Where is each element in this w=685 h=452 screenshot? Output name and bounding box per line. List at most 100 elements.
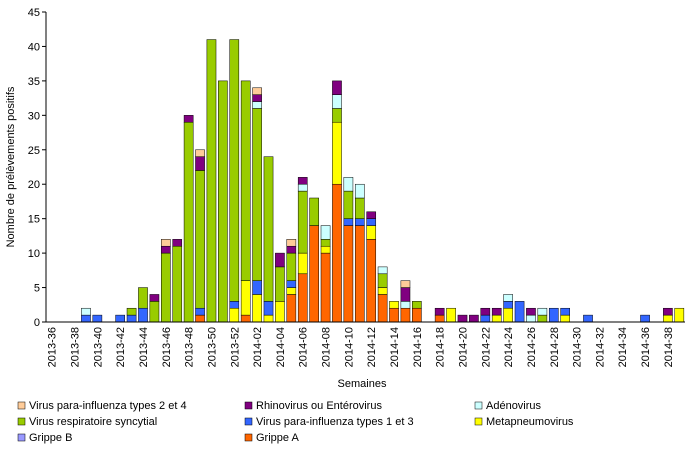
bar-segment [320, 245, 331, 254]
legend-swatch [244, 417, 253, 426]
bar-segment [320, 252, 331, 323]
bar-segment [126, 307, 137, 316]
legend-swatch [474, 401, 483, 410]
bar-segment [195, 170, 205, 309]
bar-segment [560, 307, 571, 316]
bar-segment [286, 252, 297, 281]
bar-segment [286, 239, 297, 247]
bar-segment [81, 314, 91, 323]
y-tick-label: 40 [28, 41, 40, 53]
x-tick-label: 2014-02 [252, 327, 264, 367]
bar-segment [537, 314, 548, 323]
bar-segment [446, 307, 456, 323]
bar-segment [252, 94, 262, 102]
bar-segment [366, 225, 377, 240]
bar-segment [252, 294, 262, 323]
bar-segment [343, 177, 354, 192]
bar-segment [560, 314, 571, 323]
bar-segment [138, 307, 148, 323]
bar-segment [275, 266, 285, 302]
x-tick-label: 2014-12 [366, 327, 378, 367]
bar-segment [332, 94, 342, 109]
x-tick-label: 2013-44 [138, 327, 150, 367]
bar-segment [434, 314, 445, 323]
bar-segment [275, 301, 285, 323]
x-tick-label: 2014-30 [572, 327, 584, 367]
x-tick-label: 2014-38 [663, 327, 675, 367]
bar-segment [252, 280, 262, 295]
legend-swatch [474, 417, 483, 426]
y-tick-label: 30 [28, 110, 40, 122]
bar-segment [195, 314, 205, 323]
bar-segment [434, 307, 445, 316]
bar-segment [309, 197, 319, 226]
x-tick-label: 2014-06 [298, 327, 310, 367]
x-tick-label: 2014-36 [640, 327, 652, 367]
x-tick-label: 2014-14 [389, 327, 401, 367]
bar-segment [183, 115, 194, 123]
bar-segment [126, 314, 137, 323]
bar-segment [400, 280, 411, 288]
bar-segment [332, 121, 342, 185]
x-tick-label: 2014-20 [457, 327, 469, 367]
bar-segment [297, 190, 308, 254]
bar-segment [503, 294, 513, 302]
x-tick-label: 2013-42 [115, 327, 127, 367]
bar-segment [297, 252, 308, 275]
bar-segment [354, 225, 365, 323]
bar-segment [263, 301, 274, 316]
bar-segment [297, 177, 308, 185]
bar-segment [583, 314, 593, 323]
bar-segment [366, 211, 377, 219]
bar-segment [115, 314, 125, 323]
y-tick-label: 0 [34, 317, 40, 329]
legend-swatch [17, 433, 26, 442]
bar-segment [480, 307, 491, 316]
legend-label: Rhinovirus ou Entérovirus [256, 400, 382, 412]
bar-segment [240, 80, 251, 281]
x-tick-label: 2014-32 [594, 327, 606, 367]
bar-segment [491, 307, 502, 316]
x-tick-label: 2014-26 [526, 327, 538, 367]
bar-segment [377, 273, 388, 288]
bar-segment [332, 80, 342, 95]
x-axis-title: Semaines [338, 378, 387, 390]
bar-segment [218, 80, 228, 323]
x-tick-label: 2014-16 [412, 327, 424, 367]
y-tick-label: 5 [34, 283, 40, 295]
bar-segment [138, 287, 148, 309]
bar-segment [286, 280, 297, 288]
legend-label: Grippe B [29, 432, 72, 444]
bar-segment [400, 287, 411, 302]
bar-segment [320, 225, 331, 240]
legend-swatch [244, 433, 253, 442]
legend-label: Grippe A [256, 432, 299, 444]
bar-segment [309, 225, 319, 323]
x-tick-label: 2014-08 [321, 327, 333, 367]
bar-segment [81, 307, 91, 316]
bar-segment [275, 252, 285, 268]
x-tick-label: 2013-50 [206, 327, 218, 367]
bar-segment [160, 245, 171, 254]
bar-segment [172, 239, 183, 247]
bar-segment [389, 301, 399, 309]
bar-segment [160, 239, 171, 247]
bar-segment [480, 314, 491, 323]
x-tick-label: 2014-10 [343, 327, 355, 367]
bar-segment [412, 307, 422, 323]
bar-segment [343, 218, 354, 226]
x-tick-label: 2013-46 [161, 327, 173, 367]
bar-segment [229, 307, 240, 323]
x-tick-label: 2013-36 [47, 327, 59, 367]
y-tick-label: 20 [28, 179, 40, 191]
bar-segment [332, 183, 342, 323]
bar-segment [149, 301, 160, 323]
x-tick-label: 2014-04 [275, 327, 287, 367]
x-tick-label: 2014-22 [480, 327, 492, 367]
bar-segment [297, 273, 308, 323]
bar-segment [640, 314, 650, 323]
bar-segment [354, 183, 365, 199]
bar-segment [195, 307, 205, 316]
bar-segment [252, 108, 262, 281]
